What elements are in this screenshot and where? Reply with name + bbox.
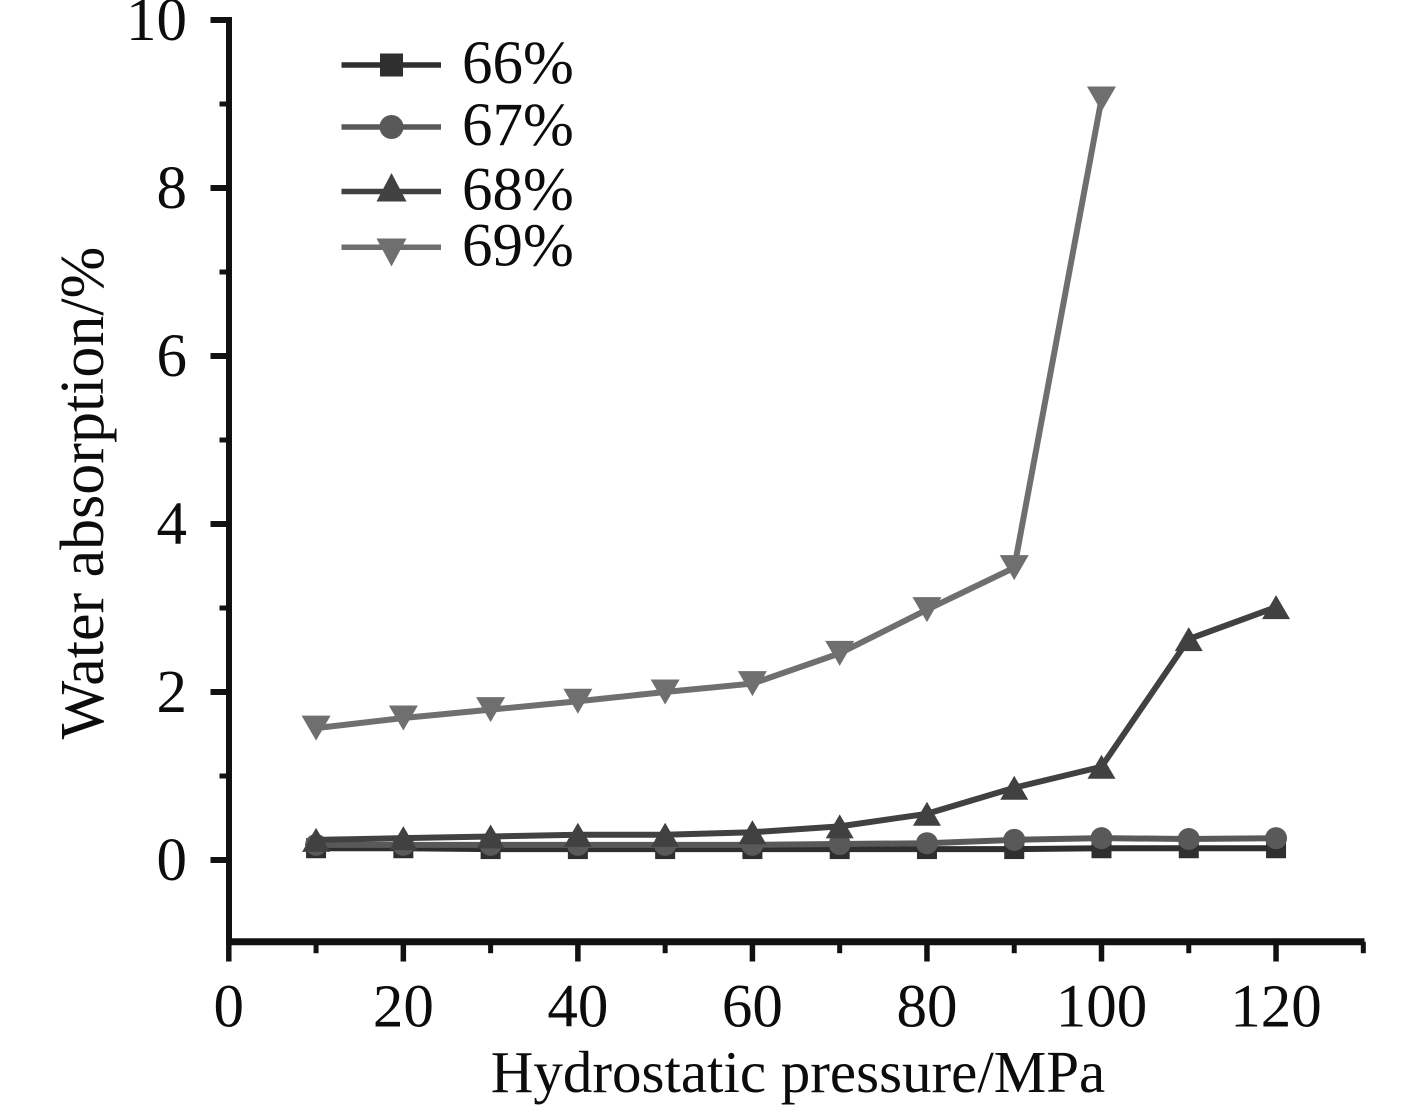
svg-text:67%: 67% [462, 92, 574, 159]
svg-text:80: 80 [896, 973, 957, 1040]
svg-text:2: 2 [157, 659, 188, 726]
svg-text:68%: 68% [462, 157, 574, 224]
svg-text:0: 0 [157, 827, 188, 894]
svg-text:60: 60 [722, 973, 783, 1040]
svg-text:120: 120 [1230, 973, 1322, 1040]
svg-text:10: 10 [126, 0, 187, 54]
svg-text:0: 0 [214, 973, 245, 1040]
svg-text:66%: 66% [462, 30, 574, 97]
svg-text:Water absorption/%: Water absorption/% [49, 247, 117, 740]
svg-text:20: 20 [373, 973, 434, 1040]
svg-text:100: 100 [1056, 973, 1148, 1040]
svg-text:Hydrostatic pressure/MPa: Hydrostatic pressure/MPa [491, 1039, 1105, 1105]
svg-text:69%: 69% [462, 213, 574, 280]
svg-text:6: 6 [157, 323, 188, 390]
svg-text:40: 40 [547, 973, 608, 1040]
svg-text:4: 4 [157, 491, 188, 558]
svg-text:8: 8 [157, 155, 188, 222]
